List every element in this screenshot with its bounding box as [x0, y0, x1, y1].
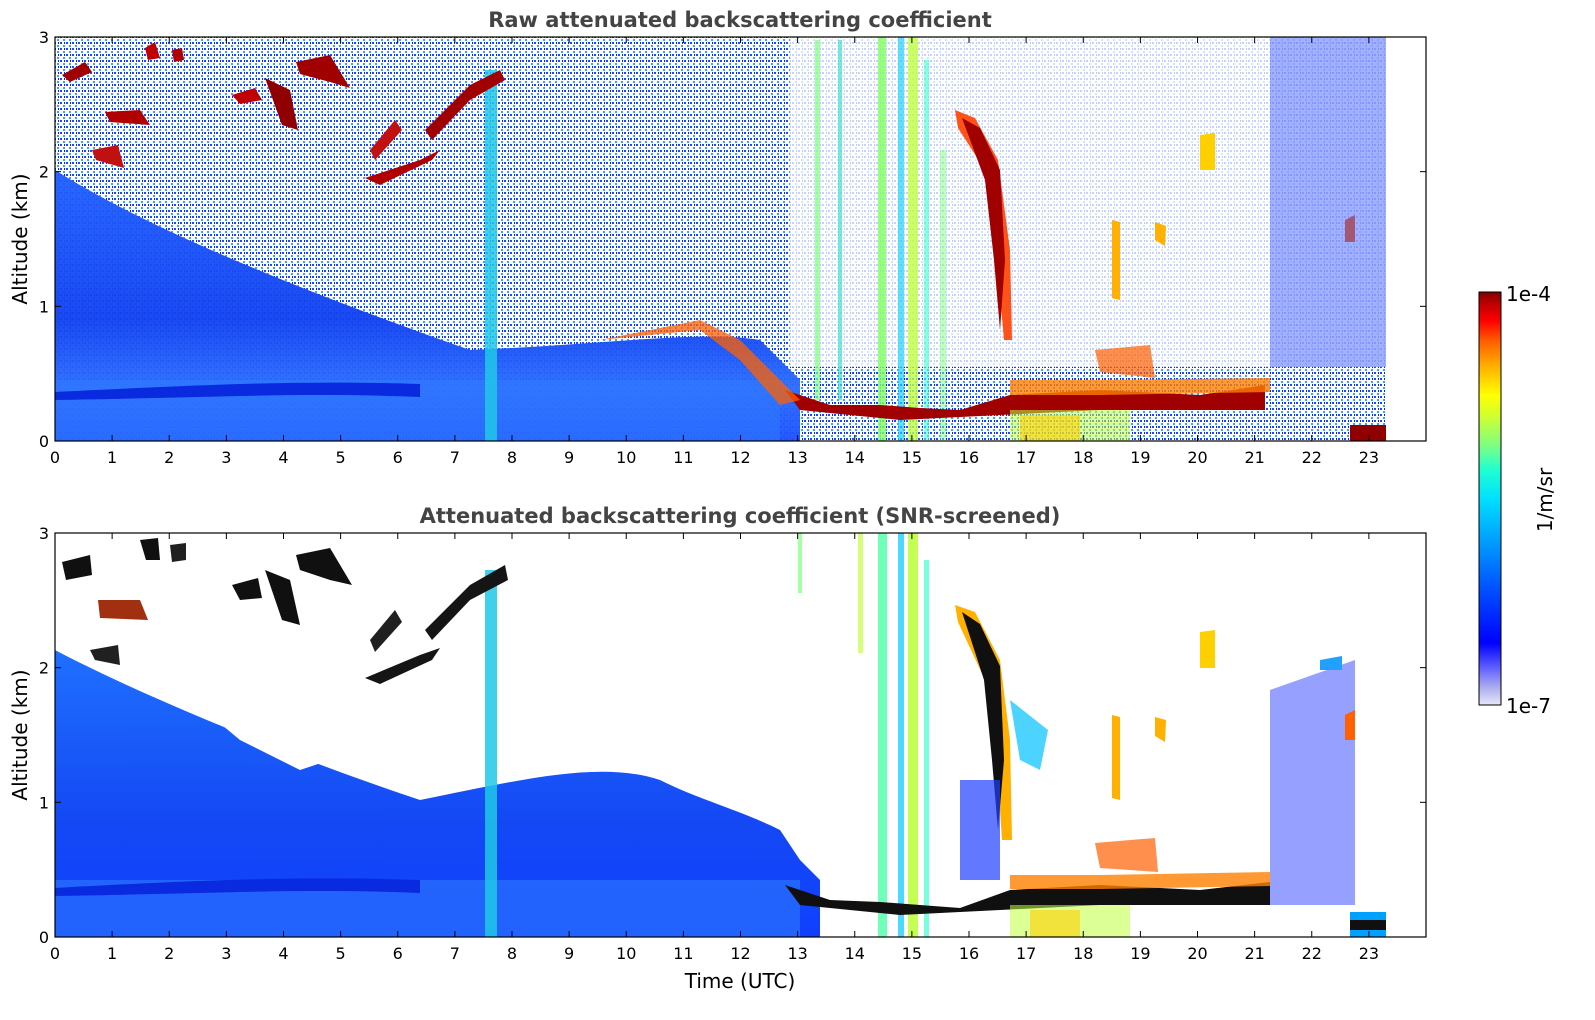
x-tick-label: 9 — [564, 944, 574, 963]
x-tick-label: 8 — [507, 448, 517, 467]
colorbar-min-label: 1e-7 — [1506, 694, 1551, 718]
x-tick-label: 23 — [1359, 448, 1379, 467]
x-tick-label: 21 — [1244, 448, 1264, 467]
panel1-ylabel: Altitude (km) — [8, 173, 32, 304]
x-tick-label: 12 — [730, 944, 750, 963]
y-tick-label: 2 — [39, 659, 49, 678]
x-tick-label: 1 — [107, 944, 117, 963]
x-tick-label: 18 — [1073, 944, 1093, 963]
colorbar — [1479, 292, 1501, 705]
y-tick-label: 3 — [39, 524, 49, 543]
x-tick-label: 16 — [959, 448, 979, 467]
x-tick-label: 17 — [1016, 448, 1036, 467]
x-tick-label: 16 — [959, 944, 979, 963]
x-tick-label: 10 — [616, 944, 636, 963]
x-tick-label: 1 — [107, 448, 117, 467]
x-tick-label: 10 — [616, 448, 636, 467]
x-tick-label: 7 — [450, 944, 460, 963]
panel1-heatmap — [55, 37, 1426, 441]
y-tick-label: 0 — [39, 432, 49, 451]
colorbar-frame — [1478, 291, 1502, 706]
x-tick-label: 19 — [1130, 448, 1150, 467]
panel2-ylabel: Altitude (km) — [8, 669, 32, 800]
x-tick-label: 8 — [507, 944, 517, 963]
y-tick-label: 0 — [39, 928, 49, 947]
x-tick-label: 4 — [278, 448, 288, 467]
x-tick-label: 0 — [50, 944, 60, 963]
panel1-x-axis: 0 1 2 3 4 5 6 7 8 9 10 11 12 13 14 15 16 17 18 19 20 21 22 23 — [50, 37, 1379, 467]
panel2-x-axis: 0 1 2 3 4 5 6 7 8 9 10 11 12 13 14 15 16 17 18 19 20 21 22 23 — [50, 533, 1379, 963]
x-tick-label: 21 — [1244, 944, 1264, 963]
x-tick-label: 18 — [1073, 448, 1093, 467]
y-tick-label: 1 — [39, 297, 49, 316]
colorbar-unit-label: 1/m/sr — [1533, 467, 1557, 532]
x-tick-label: 4 — [278, 944, 288, 963]
x-tick-label: 17 — [1016, 944, 1036, 963]
x-tick-label: 22 — [1302, 944, 1322, 963]
x-tick-label: 2 — [164, 944, 174, 963]
x-tick-label: 14 — [845, 448, 865, 467]
x-tick-label: 2 — [164, 448, 174, 467]
panel2-xlabel: Time (UTC) — [684, 969, 796, 993]
x-tick-label: 13 — [787, 944, 807, 963]
x-tick-label: 6 — [393, 448, 403, 467]
x-tick-label: 23 — [1359, 944, 1379, 963]
x-tick-label: 3 — [221, 944, 231, 963]
x-tick-label: 0 — [50, 448, 60, 467]
panel1-title: Raw attenuated backscattering coefficien… — [488, 8, 992, 32]
y-tick-label: 3 — [39, 28, 49, 47]
panel2-y-axis: 0 1 2 3 — [39, 524, 1426, 947]
panel2-title: Attenuated backscattering coefficient (S… — [420, 504, 1061, 528]
x-tick-label: 7 — [450, 448, 460, 467]
panel2-heatmap — [55, 533, 1426, 937]
x-tick-label: 12 — [730, 448, 750, 467]
panel1-y-axis: 0 1 2 3 — [39, 28, 1426, 451]
y-tick-label: 1 — [39, 793, 49, 812]
x-tick-label: 14 — [845, 944, 865, 963]
x-tick-label: 9 — [564, 448, 574, 467]
x-tick-label: 6 — [393, 944, 403, 963]
x-tick-label: 3 — [221, 448, 231, 467]
x-tick-label: 11 — [673, 448, 693, 467]
x-tick-label: 5 — [336, 448, 346, 467]
x-tick-label: 20 — [1187, 448, 1207, 467]
x-tick-label: 15 — [902, 944, 922, 963]
x-tick-label: 19 — [1130, 944, 1150, 963]
x-tick-label: 22 — [1302, 448, 1322, 467]
y-tick-label: 2 — [39, 163, 49, 182]
x-tick-label: 5 — [336, 944, 346, 963]
x-tick-label: 20 — [1187, 944, 1207, 963]
x-tick-label: 15 — [902, 448, 922, 467]
x-tick-label: 13 — [787, 448, 807, 467]
x-tick-label: 11 — [673, 944, 693, 963]
colorbar-max-label: 1e-4 — [1506, 282, 1551, 306]
